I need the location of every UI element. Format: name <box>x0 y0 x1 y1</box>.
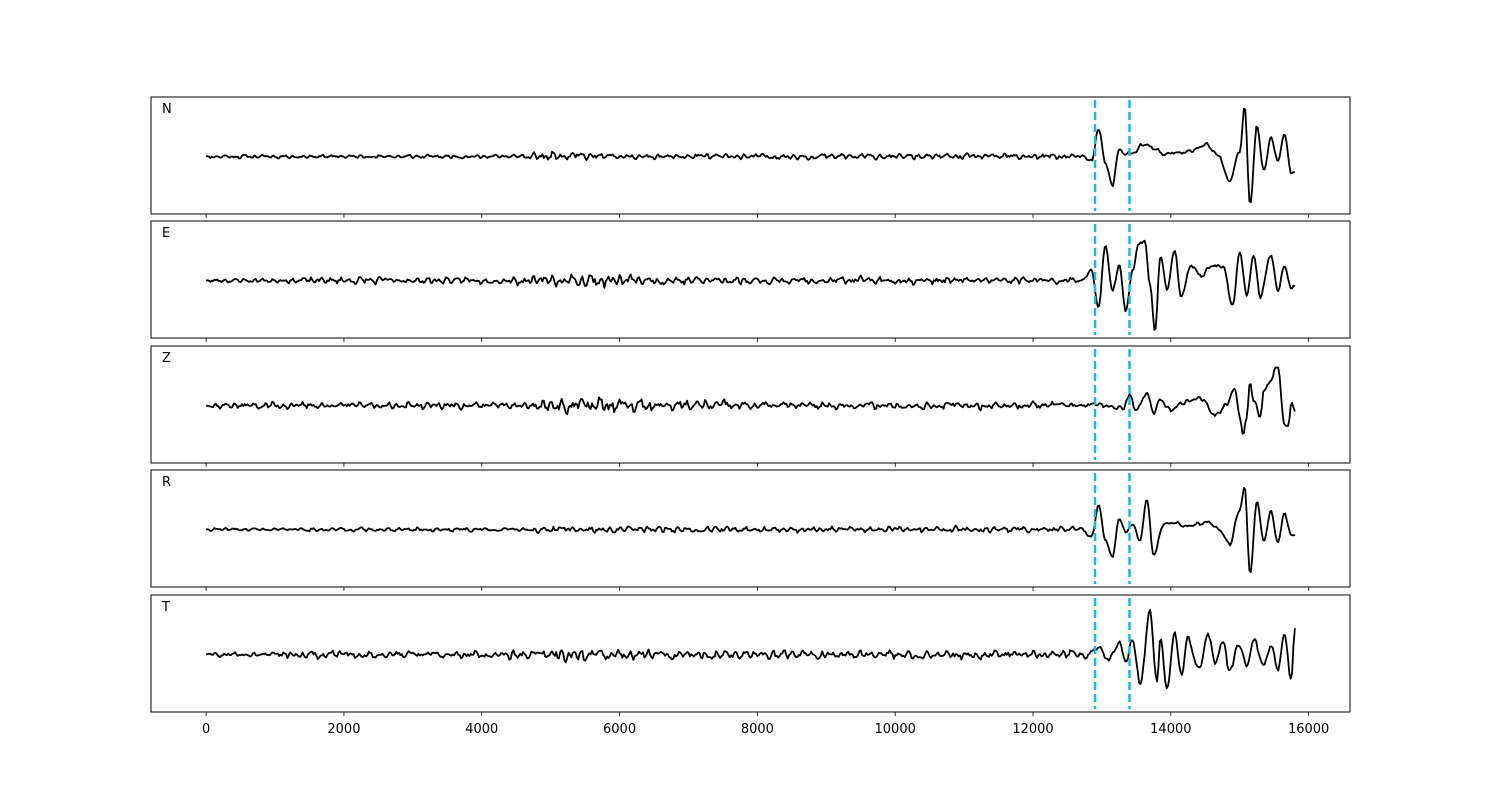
trace-n <box>205 107 1296 204</box>
trace-t <box>205 608 1296 690</box>
x-tick-label: 6000 <box>603 722 636 737</box>
panel-frame <box>150 469 1351 588</box>
panel-label: Z <box>162 351 171 366</box>
panel-t: T <box>150 594 1351 716</box>
trace-r <box>205 486 1296 573</box>
panel-label: T <box>161 600 170 615</box>
x-tick-label: 0 <box>202 722 210 737</box>
panel-n: N <box>150 96 1351 218</box>
panel-z: Z <box>150 345 1351 467</box>
x-tick-label: 10000 <box>875 722 916 737</box>
panel-frame <box>150 96 1351 215</box>
x-tick-label: 12000 <box>1012 722 1053 737</box>
x-tick-label: 4000 <box>465 722 498 737</box>
panel-label: N <box>162 102 172 117</box>
panel-frame <box>150 594 1351 713</box>
panel-label: R <box>162 475 171 490</box>
trace-e <box>205 239 1296 331</box>
panel-frame <box>150 220 1351 339</box>
panels-group: N E Z R T <box>150 96 1351 716</box>
panel-label: E <box>162 226 170 241</box>
x-tick-label: 14000 <box>1150 722 1191 737</box>
panel-frame <box>150 345 1351 464</box>
panel-e: E <box>150 220 1351 342</box>
panel-r: R <box>150 469 1351 591</box>
x-tick-label: 8000 <box>741 722 774 737</box>
x-axis: 0 2000 4000 6000 8000 10000 12000 14000 16000 <box>202 722 1329 737</box>
trace-z <box>205 366 1296 435</box>
x-tick-label: 2000 <box>327 722 360 737</box>
x-tick-label: 16000 <box>1288 722 1329 737</box>
